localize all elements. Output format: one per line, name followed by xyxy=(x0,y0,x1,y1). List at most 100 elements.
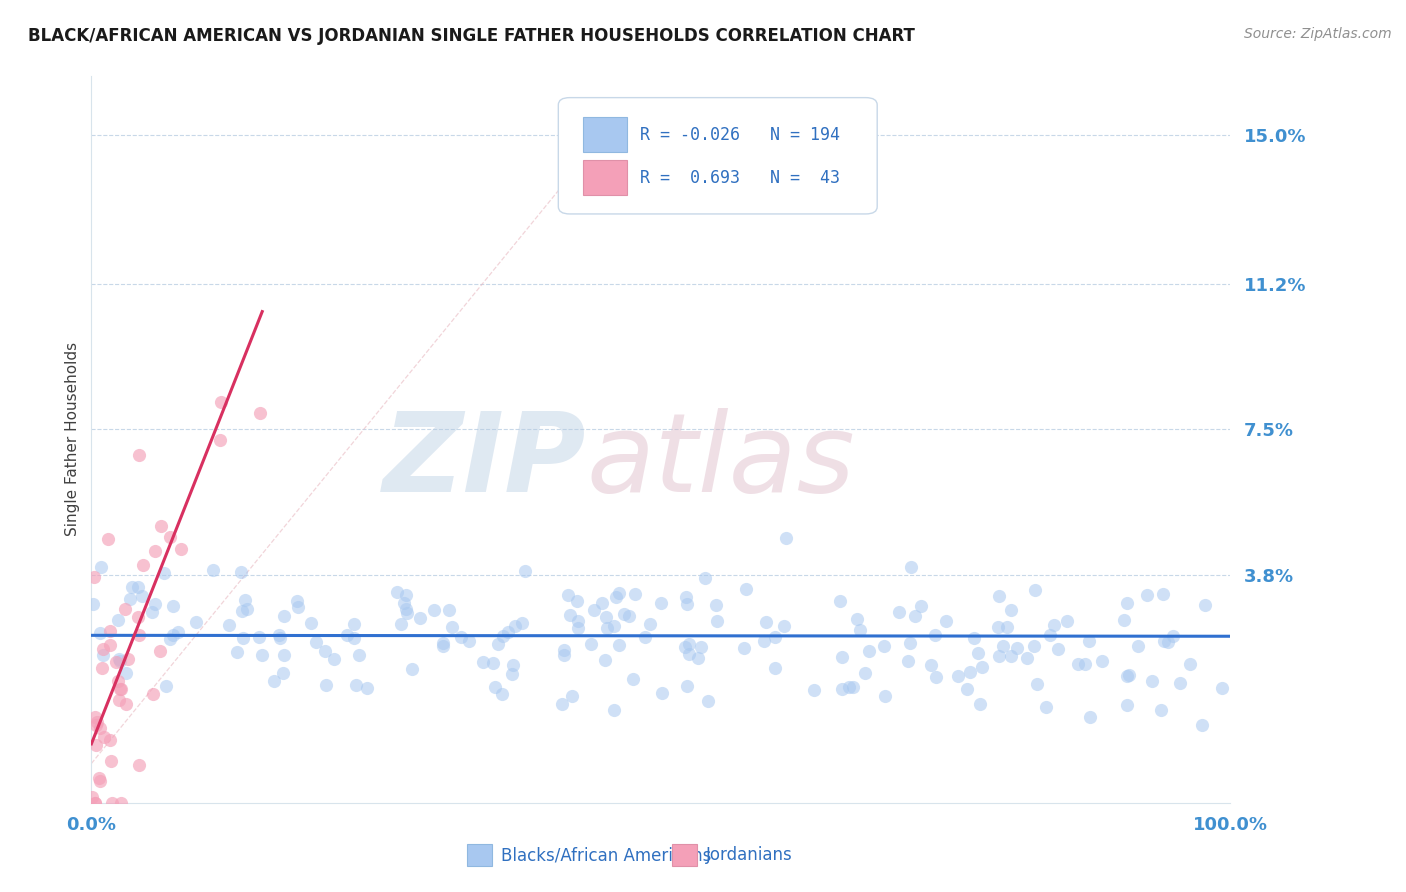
Point xyxy=(127,610,149,624)
Point xyxy=(1126,639,1149,653)
Point xyxy=(900,560,922,574)
Point xyxy=(115,666,138,681)
Point xyxy=(149,644,172,658)
Y-axis label: Single Father Households: Single Father Households xyxy=(65,343,80,536)
Point xyxy=(396,606,419,620)
Point xyxy=(1150,703,1173,717)
Point xyxy=(486,637,509,651)
Point xyxy=(605,590,627,604)
Point xyxy=(121,580,143,594)
Point xyxy=(1191,718,1213,732)
Point xyxy=(987,589,1010,603)
Point xyxy=(89,774,111,789)
Point xyxy=(170,542,193,557)
Point xyxy=(988,649,1011,664)
Point xyxy=(697,694,720,708)
Point xyxy=(114,602,136,616)
Text: atlas: atlas xyxy=(586,408,855,515)
Text: Source: ZipAtlas.com: Source: ZipAtlas.com xyxy=(1244,27,1392,41)
Point xyxy=(1211,681,1233,695)
Point xyxy=(972,659,994,673)
Point xyxy=(1035,700,1057,714)
Point xyxy=(846,612,869,626)
Point xyxy=(131,589,153,603)
Point xyxy=(143,544,166,558)
Point xyxy=(84,717,107,731)
Point xyxy=(98,733,121,747)
Point xyxy=(1180,657,1202,672)
Point xyxy=(831,650,853,665)
Point xyxy=(83,570,105,584)
Point xyxy=(450,631,472,645)
Point xyxy=(432,636,454,650)
Point xyxy=(1194,598,1216,612)
Point xyxy=(634,630,657,644)
Point xyxy=(706,614,728,628)
Point xyxy=(232,631,254,645)
Point xyxy=(959,665,981,679)
Point xyxy=(963,631,986,645)
Point xyxy=(607,638,630,652)
FancyBboxPatch shape xyxy=(558,97,877,214)
Point xyxy=(132,558,155,572)
Point xyxy=(946,669,969,683)
Point xyxy=(1056,614,1078,628)
Point xyxy=(596,621,619,635)
Point xyxy=(91,661,114,675)
Point xyxy=(557,588,579,602)
Point xyxy=(89,721,111,735)
Point xyxy=(107,614,129,628)
Point xyxy=(1115,698,1137,713)
Point xyxy=(693,571,716,585)
Text: Jordanians: Jordanians xyxy=(706,847,793,864)
Point xyxy=(1112,613,1135,627)
Point xyxy=(505,618,527,632)
Point xyxy=(305,635,328,649)
Point xyxy=(561,690,583,704)
Point xyxy=(408,611,430,625)
Point xyxy=(1000,649,1022,664)
Point xyxy=(676,679,699,693)
Point xyxy=(1152,587,1174,601)
Point xyxy=(236,602,259,616)
Point xyxy=(389,617,412,632)
Point xyxy=(315,678,337,692)
Point xyxy=(471,655,494,669)
Point xyxy=(336,628,359,642)
Point xyxy=(1153,633,1175,648)
Point xyxy=(733,640,755,655)
Point xyxy=(323,652,346,666)
Point xyxy=(395,602,418,616)
Point xyxy=(344,678,367,692)
Point xyxy=(87,772,110,786)
Point xyxy=(838,680,860,694)
Point xyxy=(263,674,285,689)
Point xyxy=(267,628,290,642)
Point xyxy=(1067,657,1090,671)
Point xyxy=(1077,634,1099,648)
Point xyxy=(347,648,370,662)
Point xyxy=(143,597,166,611)
Point xyxy=(110,681,132,696)
Point xyxy=(86,714,108,729)
Point xyxy=(803,683,825,698)
Point xyxy=(229,565,252,579)
Point xyxy=(602,619,624,633)
Point xyxy=(142,687,165,701)
Point xyxy=(273,648,295,662)
Point xyxy=(567,615,589,629)
Point xyxy=(491,687,513,701)
Point xyxy=(127,580,149,594)
Point xyxy=(595,609,617,624)
Point xyxy=(502,657,524,672)
Point xyxy=(591,596,613,610)
Point xyxy=(118,592,141,607)
Point xyxy=(159,632,181,646)
Bar xyxy=(467,844,492,866)
Point xyxy=(553,642,575,657)
Point xyxy=(858,644,880,658)
Point xyxy=(1168,676,1191,690)
Point xyxy=(482,656,505,670)
Point xyxy=(273,609,295,624)
Point xyxy=(1074,657,1097,671)
